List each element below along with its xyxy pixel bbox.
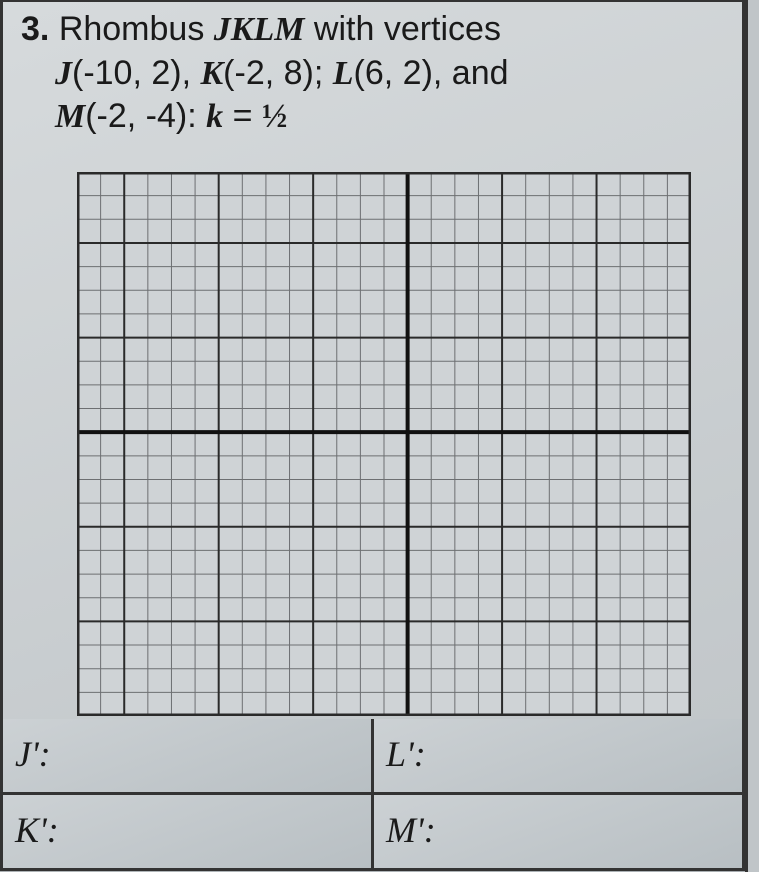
answer-K-label: K': xyxy=(15,810,59,850)
problem-number: 3. xyxy=(21,10,49,48)
scale-k-value: ½ xyxy=(262,95,288,139)
answer-row-1: J': L': xyxy=(0,719,748,795)
vertex-K-coords: (-2, 8); xyxy=(223,54,333,92)
equals: = xyxy=(223,97,262,135)
adjacent-cell-edge xyxy=(745,0,759,872)
vertex-L-coords: (6, 2), and xyxy=(354,54,509,92)
vertex-K-label: K xyxy=(200,55,223,92)
answer-L-label: L': xyxy=(386,734,426,774)
answer-M-label: M': xyxy=(386,810,436,850)
answer-L-cell[interactable]: L': xyxy=(371,719,745,795)
answer-M-cell[interactable]: M': xyxy=(371,795,745,871)
scale-k-label: k xyxy=(206,98,223,135)
answer-J-label: J': xyxy=(15,734,51,774)
vertex-M-coords: (-2, -4): xyxy=(85,97,206,135)
problem-cell: 3. Rhombus JKLM with vertices J(-10, 2),… xyxy=(0,0,745,722)
answer-K-cell[interactable]: K': xyxy=(0,795,374,871)
vertex-L-label: L xyxy=(333,55,354,92)
vertex-M-label: M xyxy=(55,98,85,135)
vertex-J-coords: (-10, 2), xyxy=(72,54,200,92)
answer-row-2: K': M': xyxy=(0,795,748,871)
problem-lead: Rhombus xyxy=(59,10,214,48)
coordinate-grid xyxy=(77,172,691,716)
vertex-J-label: J xyxy=(55,55,72,92)
worksheet-page: 3. Rhombus JKLM with vertices J(-10, 2),… xyxy=(0,0,759,872)
problem-text: 3. Rhombus JKLM with vertices J(-10, 2),… xyxy=(21,8,722,139)
with-vertices: with vertices xyxy=(304,10,501,48)
answer-J-cell[interactable]: J': xyxy=(0,719,374,795)
shape-name: JKLM xyxy=(214,11,305,48)
